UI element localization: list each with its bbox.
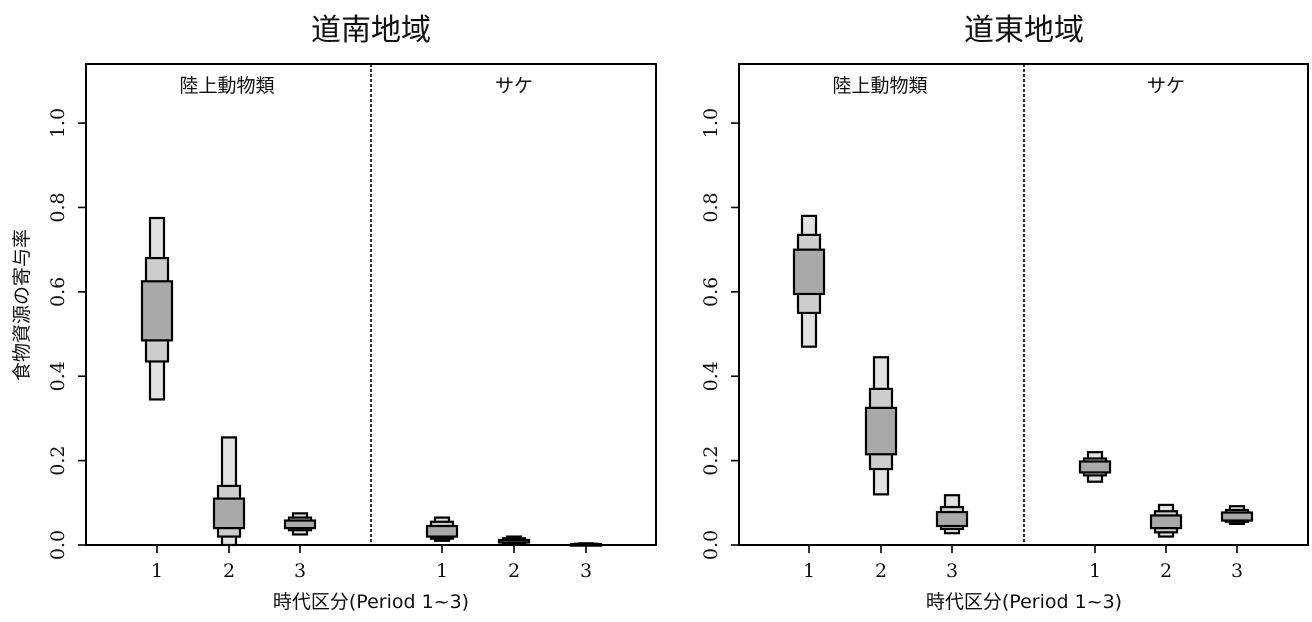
x-tick-label: 2: [223, 560, 235, 582]
interval-inner: [212, 497, 246, 530]
interval-inner: [1220, 511, 1254, 522]
y-tick-label: 1.0: [700, 108, 722, 138]
group-label-terrestrial: 陸上動物類: [832, 75, 927, 97]
interval-inner: [283, 519, 317, 530]
interval-inner: [140, 280, 174, 342]
x-axis-label: 時代区分(Period 1~3): [273, 591, 469, 613]
x-tick-label: 1: [436, 560, 448, 582]
interval-inner: [497, 538, 531, 544]
plot-marks: 0.0 0.2 0.4 0.6 0.8 1.0 1 2 3 1 2 3: [47, 108, 603, 582]
x-tick-label: 3: [946, 560, 958, 582]
group-label-terrestrial: 陸上動物類: [179, 75, 274, 97]
interval-inner: [1078, 460, 1112, 474]
x-tick-label: 1: [151, 560, 163, 582]
interval-inner: [569, 543, 603, 547]
y-tick-label: 0.0: [47, 530, 69, 560]
plot-marks: 0.0 0.2 0.4 0.6 0.8 1.0 1 2 3 1 2 3: [700, 108, 1254, 582]
y-tick-label: 1.0: [47, 108, 69, 138]
panel-title: 道南地域: [311, 13, 431, 48]
y-axis-label: 食物資源の寄与率: [11, 229, 33, 381]
group-label-salmon: サケ: [495, 75, 533, 97]
y-tick-label: 0.0: [700, 530, 722, 560]
y-tick-label: 0.4: [47, 361, 69, 391]
y-tick-label: 0.8: [700, 192, 722, 222]
y-tick-label: 0.4: [700, 361, 722, 391]
x-tick-label: 1: [803, 560, 815, 582]
interval-inner: [935, 510, 969, 528]
interval-inner: [864, 406, 898, 456]
y-tick-label: 0.8: [47, 192, 69, 222]
y-tick-label: 0.2: [47, 446, 69, 476]
interval-inner: [1149, 514, 1183, 530]
panel-title: 道東地域: [964, 13, 1084, 48]
x-tick-label: 2: [1160, 560, 1172, 582]
chart-panel-east: 道東地域 陸上動物類 サケ 時代区分(Period 1~3) 0.0 0.2 0.4…: [700, 13, 1309, 613]
x-tick-label: 3: [294, 560, 306, 582]
x-tick-label: 3: [580, 560, 592, 582]
y-tick-label: 0.6: [47, 277, 69, 307]
chart-panel-south: 道南地域 陸上動物類 サケ 時代区分(Period 1~3) 0.0 0.2 0.4…: [47, 13, 657, 613]
group-label-salmon: サケ: [1147, 75, 1185, 97]
x-tick-label: 2: [508, 560, 520, 582]
interval-inner: [792, 248, 826, 296]
y-tick-label: 0.2: [700, 446, 722, 476]
x-tick-label: 3: [1231, 560, 1243, 582]
interval-inner: [425, 524, 459, 538]
x-tick-label: 2: [875, 560, 887, 582]
x-axis-label: 時代区分(Period 1~3): [926, 591, 1122, 613]
x-tick-label: 1: [1089, 560, 1101, 582]
y-tick-label: 0.6: [700, 277, 722, 307]
